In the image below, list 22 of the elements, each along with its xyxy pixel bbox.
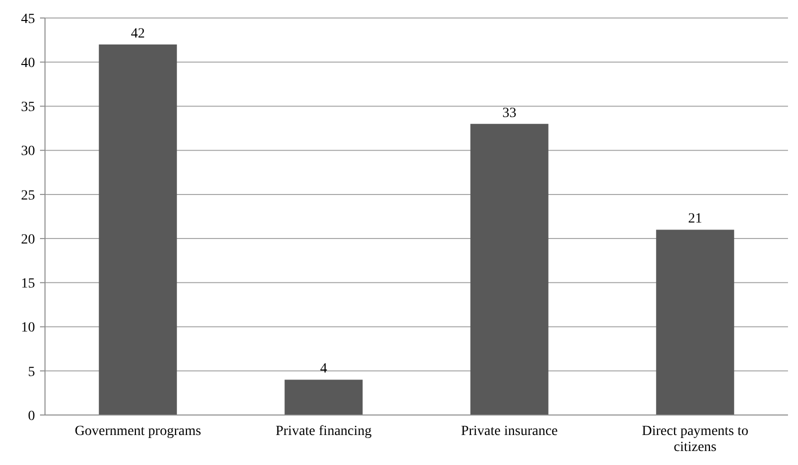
y-tick-label: 25 bbox=[21, 188, 35, 204]
bar bbox=[470, 124, 548, 415]
x-tick-label: Private insurance bbox=[460, 424, 558, 439]
y-tick-label: 20 bbox=[21, 232, 35, 248]
data-label: 33 bbox=[502, 106, 516, 121]
x-tick-label: Direct payments to citizens bbox=[642, 424, 748, 455]
data-label: 42 bbox=[130, 26, 145, 42]
y-tick-label: 10 bbox=[21, 320, 35, 336]
bar bbox=[656, 230, 734, 415]
x-tick-label: Government programs bbox=[74, 424, 202, 439]
y-tick-label: 40 bbox=[21, 56, 35, 72]
x-tick-label: Private financing bbox=[276, 424, 372, 439]
y-tick-label: 15 bbox=[21, 276, 35, 292]
y-tick-label: 45 bbox=[21, 12, 35, 27]
bar bbox=[98, 44, 177, 415]
y-tick-label: 0 bbox=[28, 408, 35, 424]
y-tick-label: 35 bbox=[21, 100, 35, 116]
data-label: 4 bbox=[320, 362, 328, 377]
y-tick-label: 5 bbox=[28, 364, 35, 380]
y-tick-label: 30 bbox=[21, 144, 35, 160]
bar bbox=[284, 380, 363, 415]
data-label: 21 bbox=[688, 212, 702, 227]
